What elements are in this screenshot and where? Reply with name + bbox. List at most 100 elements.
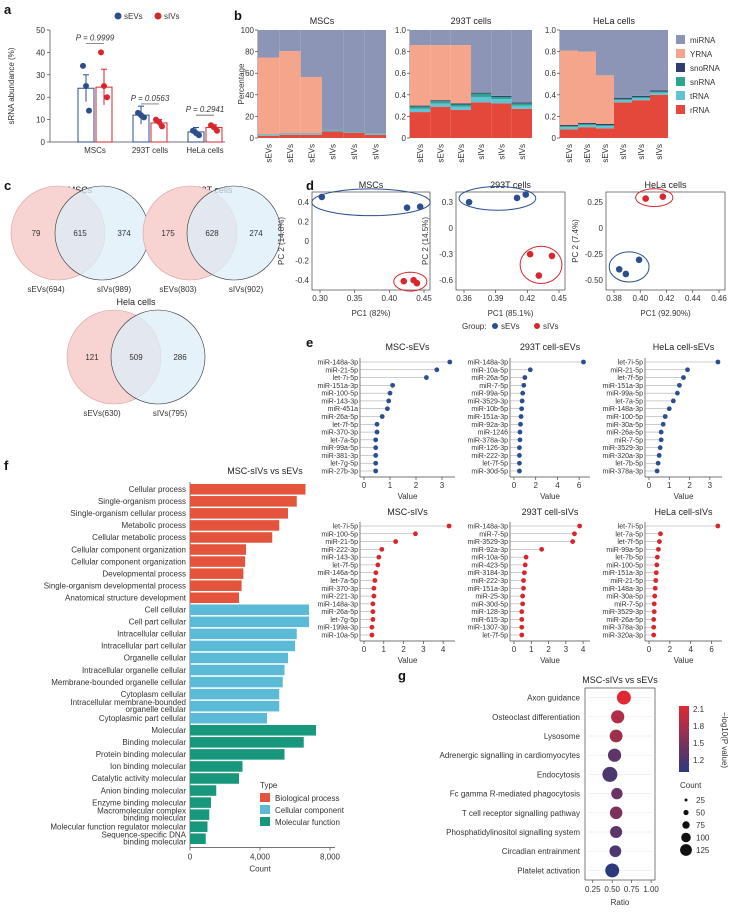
d-ylabel: PC 2 (7.4%)	[571, 219, 580, 263]
d-title: HeLa cells	[644, 180, 687, 190]
e-row-label: miR-423-5p	[471, 562, 508, 569]
d-xtick-label: 0.36	[456, 294, 472, 303]
g-dot	[609, 806, 623, 820]
e-row-label: miR-100-5p	[606, 414, 643, 421]
b-bar-mirna	[596, 30, 614, 76]
e-row-label: miR-10a-5p	[471, 367, 508, 374]
f-term-label: Cytoplasmic part cellular	[99, 714, 186, 723]
f-xlabel: Count	[249, 865, 271, 874]
b-xtick-label: sIVs	[477, 144, 486, 160]
e-dot	[653, 578, 659, 583]
g-colorbar	[679, 706, 689, 772]
e-row-label: miR-99a-5p	[606, 391, 643, 398]
e-xlabel: Value	[674, 492, 694, 501]
g-size-label: 75	[696, 821, 705, 830]
e-row-label: let-7f-5p	[482, 461, 508, 468]
e-dot	[655, 546, 661, 552]
f-term-label: Cell part cellular	[129, 618, 187, 627]
e-xlabel: Value	[540, 492, 560, 501]
e-dot	[374, 421, 380, 427]
d-point-sivs	[659, 193, 667, 201]
e-dot	[447, 359, 453, 365]
f-bar-cell	[190, 700, 280, 712]
b-bar-snrna	[511, 103, 532, 106]
e-row-label: miR-7-5p	[614, 437, 643, 444]
b-bar-mirna	[632, 30, 650, 96]
b-bar-snrna	[632, 96, 650, 99]
b-bar-trna	[410, 108, 431, 113]
b-bar-rrna	[578, 127, 596, 138]
e-dot	[519, 609, 525, 615]
e-row-label: let-7a-5p	[615, 531, 643, 538]
b-bar-trna	[322, 130, 344, 132]
b-bar-mirna	[364, 30, 386, 134]
b-legend-swatch	[676, 77, 685, 86]
panel-label-f: f	[4, 458, 9, 473]
f-term-label: Enzyme binding molecular	[92, 798, 186, 807]
e-row-label: miR-30a-5p	[606, 422, 643, 429]
b-bar-rrna	[491, 103, 512, 138]
b-legend-snorna: snoRNA	[690, 64, 720, 73]
f-term-label: Cellular metabolic process	[92, 533, 186, 542]
f-term-label: Sequence-specific DNA	[102, 830, 187, 839]
e-dot	[370, 609, 376, 615]
g-colorbar-tick: 1.8	[693, 722, 705, 731]
b-bar-snorna	[632, 95, 650, 97]
e-row-label: miR-320a-3p	[603, 453, 644, 460]
e-dot	[570, 539, 576, 544]
e-row-label: miR-378a-3p	[603, 625, 644, 632]
d-xlabel: PC1 (85.1%)	[488, 309, 534, 318]
b-bar-rrna	[632, 100, 650, 138]
e-row-label: miR-25-3p	[475, 594, 508, 601]
b-xtick-label: sIVs	[655, 144, 664, 160]
b-legend-swatch	[676, 91, 685, 100]
e-dot	[434, 367, 440, 373]
panel-label-c: c	[4, 178, 11, 193]
f-bar-bio	[190, 532, 273, 543]
b-xtick-label: sIVs	[637, 144, 646, 160]
e-row-label: miR-151a-3p	[603, 383, 644, 390]
g-dot	[609, 729, 623, 743]
b-bar-snrna	[596, 125, 614, 127]
e-row-label: let-7i-5p	[618, 524, 643, 531]
e-title: 293T cell-sIVs	[522, 507, 579, 517]
b-ytick-label: 0.4	[545, 91, 557, 100]
e-dot	[660, 421, 666, 427]
a-point-sevs	[80, 62, 86, 69]
b-bar-yrna	[279, 51, 301, 134]
e-xlabel: Value	[674, 656, 694, 665]
g-pathway-label: Fc gamma R-mediated phagocytosis	[450, 790, 580, 799]
a-ytick-label: 10	[36, 116, 45, 125]
b-legend-swatch	[676, 105, 685, 114]
e-xtick-label: 0	[362, 481, 367, 490]
e-row-label: miR-26a-5p	[471, 375, 508, 382]
d-point-sivs	[535, 272, 543, 279]
e-xtick-label: 4	[441, 645, 446, 654]
e-dot	[373, 445, 379, 451]
e-dot	[517, 445, 522, 451]
b-ytick-label: 0.6	[395, 69, 407, 78]
d-ytick-label: 0.25	[587, 198, 603, 207]
b-bar-snorna	[471, 92, 492, 94]
e-dot	[581, 359, 586, 365]
d-xtick-label: 0.46	[711, 294, 727, 303]
b-bar-mirna	[511, 30, 532, 103]
b-bar-mirna	[650, 30, 668, 91]
e-xtick-label: 2	[401, 645, 406, 654]
f-legend-bio: Biological process	[275, 794, 339, 803]
f-legend-swatch-bio	[260, 793, 270, 802]
e-row-label: miR-21-5p	[610, 578, 643, 585]
b-bar-mirna	[258, 30, 280, 58]
f-term-label: Protein binding molecular	[96, 750, 187, 759]
e-dot	[657, 539, 662, 544]
d-ytick-label: -0.4	[295, 276, 309, 285]
e-row-label: miR-148a-3p	[603, 406, 644, 413]
g-size-label: 25	[696, 796, 705, 805]
e-row-label: miR-378a-3p	[468, 437, 509, 444]
b-bar-snorna	[614, 98, 632, 100]
d-point-sivs	[642, 195, 649, 202]
e-dot	[373, 437, 379, 443]
b-bar-snorna	[491, 95, 512, 97]
e-row-label: miR-370-3p	[321, 430, 358, 437]
